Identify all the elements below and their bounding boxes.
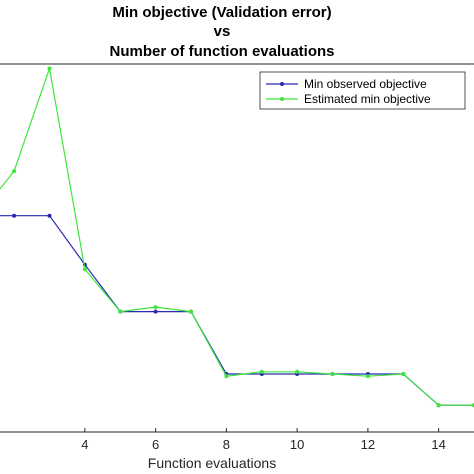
legend-box [259, 71, 466, 110]
data-point-estimated-min [259, 369, 264, 374]
data-point-estimated-min [12, 169, 17, 174]
chart-title-line-2: vs [214, 23, 231, 40]
series-line-min-observed [0, 215, 474, 406]
data-point-estimated-min [365, 374, 370, 379]
legend-entry-estimated-min: Estimated min objective [266, 92, 431, 106]
legend-label-estimated-min: Estimated min objective [304, 92, 431, 106]
x-axis-label: Function evaluations [148, 455, 276, 471]
plot-area: 4 6 8 10 12 14 [0, 63, 474, 452]
data-point-min-observed [153, 309, 158, 314]
x-tick-label: 8 [223, 437, 230, 452]
data-point-estimated-min [82, 267, 87, 272]
series-layer [0, 66, 474, 408]
legend-label-min-observed: Min observed objective [304, 77, 427, 91]
data-point-estimated-min [436, 403, 441, 408]
x-axis-ticks: 4 6 8 10 12 14 [81, 428, 446, 452]
x-tick-label: 10 [290, 437, 304, 452]
data-point-estimated-min [118, 309, 123, 314]
series-line-estimated-min [0, 66, 474, 406]
data-point-estimated-min [295, 369, 300, 374]
legend: Min observed objective Estimated min obj… [259, 71, 466, 110]
x-tick-label: 6 [152, 437, 159, 452]
x-tick-label: 12 [361, 437, 375, 452]
data-point-min-observed [12, 213, 17, 218]
x-tick-label: 14 [431, 437, 445, 452]
data-point-min-observed [47, 213, 52, 218]
data-point-estimated-min [47, 66, 52, 71]
data-point-estimated-min [153, 305, 158, 310]
chart-title-line-1: Min objective (Validation error) [112, 4, 331, 21]
data-point-estimated-min [224, 374, 229, 379]
axes-box [0, 63, 474, 433]
legend-marker-min-observed [280, 82, 284, 86]
legend-entry-min-observed: Min observed objective [266, 77, 427, 91]
data-point-estimated-min [189, 309, 193, 314]
legend-marker-estimated-min [280, 97, 284, 101]
data-point-estimated-min [330, 372, 335, 376]
x-tick-label: 4 [81, 437, 88, 452]
data-point-estimated-min [401, 372, 406, 376]
chart-title-line-3: Number of function evaluations [109, 43, 334, 60]
